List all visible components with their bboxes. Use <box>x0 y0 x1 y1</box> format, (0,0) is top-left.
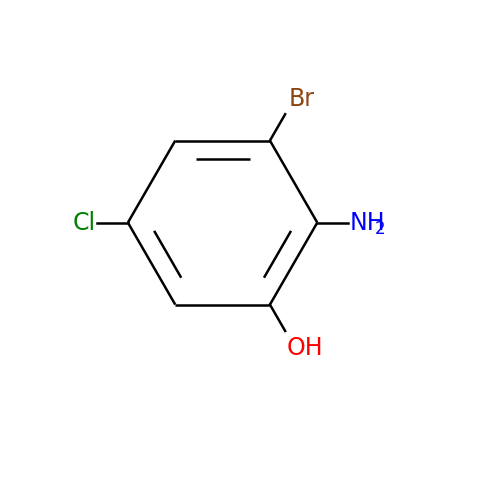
Text: 2: 2 <box>375 220 386 238</box>
Text: OH: OH <box>287 336 323 360</box>
Text: Cl: Cl <box>73 211 96 235</box>
Text: NH: NH <box>349 211 385 235</box>
Text: Br: Br <box>288 87 315 111</box>
